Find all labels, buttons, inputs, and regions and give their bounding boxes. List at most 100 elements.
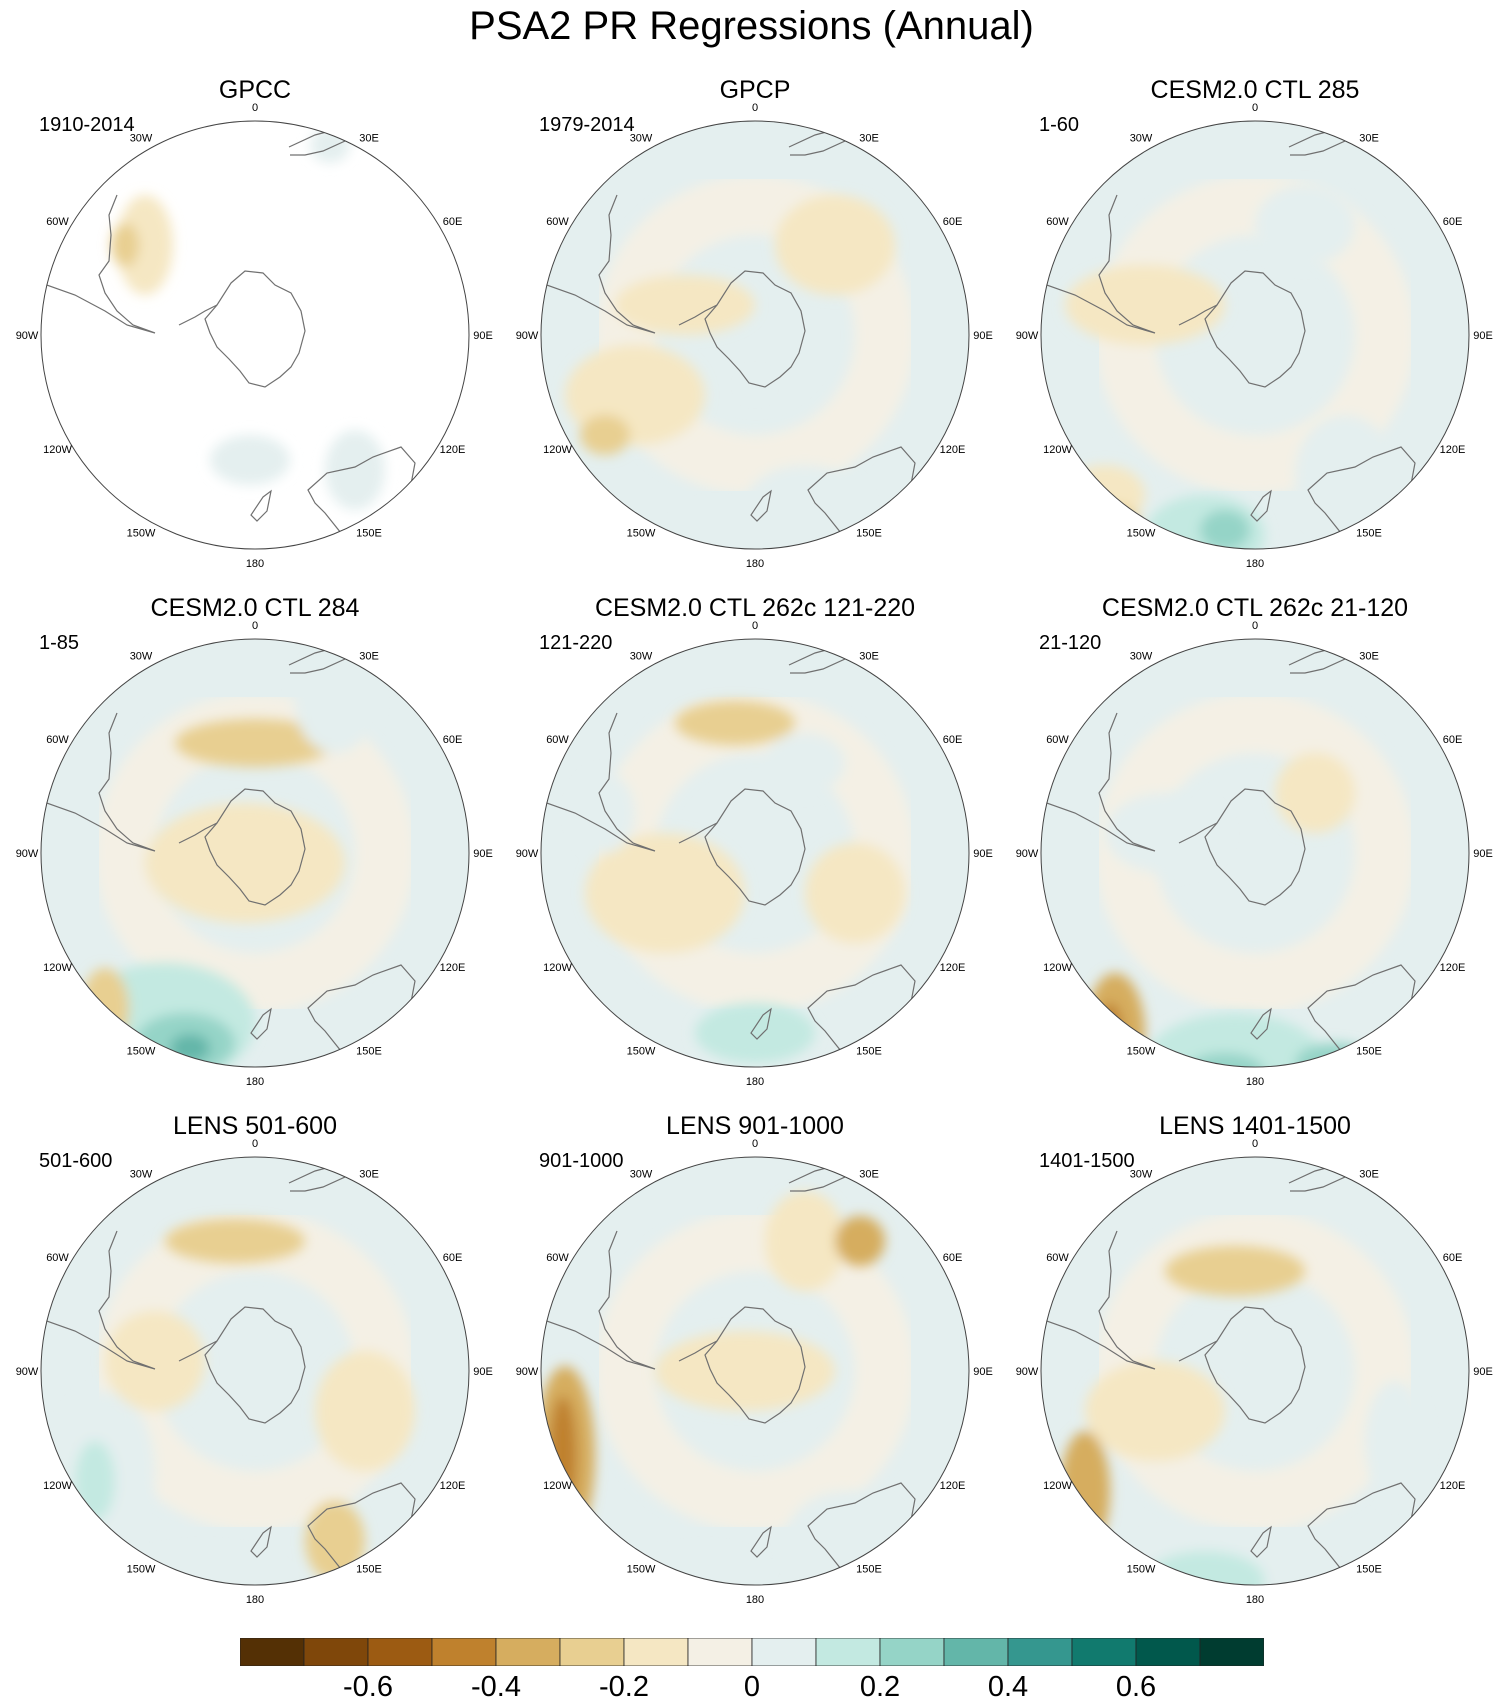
longitude-label: 0	[752, 1138, 758, 1150]
regression-anomaly	[745, 465, 865, 545]
map-panel: CESM2.0 CTL 262c 121-220 0 30E 60E 90E 120E 15…	[505, 593, 1005, 1093]
map-border	[40, 1156, 470, 1586]
longitude-label: 150W	[127, 1564, 156, 1576]
regression-anomaly	[81, 968, 129, 1048]
longitude-label: 150E	[1356, 1046, 1382, 1058]
longitude-label: 60W	[46, 216, 69, 228]
longitude-label: 60W	[46, 734, 69, 746]
regression-anomaly	[315, 1351, 415, 1471]
longitude-label: 150E	[356, 528, 382, 540]
longitude-label: 30W	[1130, 1169, 1153, 1181]
colorbar-swatch	[495, 1637, 561, 1667]
peninsula-coastline	[678, 304, 718, 326]
map-border	[40, 638, 470, 1068]
map-panel: CESM2.0 CTL 285 0 30E 60E 90E 120E 150E 180 150W…	[1005, 75, 1503, 575]
longitude-label: 180	[1246, 1594, 1264, 1606]
map-panel: GPCC 0 30E 60E 90E 120E 150E 180 150W 120W 90W 60W 3…	[5, 75, 505, 575]
map-panel: CESM2.0 CTL 284 0 30E 60E 90E 120E 150E 180 150W…	[5, 593, 505, 1093]
antarctica-coastline	[704, 270, 806, 388]
regression-anomaly	[165, 1219, 305, 1263]
colorbar-swatch	[687, 1637, 753, 1667]
longitude-label: 120W	[543, 962, 572, 974]
longitude-label: 30W	[630, 1169, 653, 1181]
longitude-label: 150W	[1127, 528, 1156, 540]
field-band	[595, 175, 915, 495]
longitude-label: 120E	[1440, 444, 1466, 456]
longitude-label: 90E	[973, 848, 993, 860]
regression-anomaly	[175, 719, 335, 767]
longitude-label: 150W	[1127, 1564, 1156, 1576]
longitude-label: 120E	[940, 1480, 966, 1492]
longitude-label: 150E	[1356, 528, 1382, 540]
antarctica-coastline	[204, 788, 306, 906]
figure-title: PSA2 PR Regressions (Annual)	[469, 4, 1034, 48]
panel-title: CESM2.0 CTL 262c 21-120	[1101, 594, 1409, 622]
peninsula-coastline	[1178, 1340, 1218, 1362]
polar-stereographic-map: 0 30E 60E 90E 120E 150E 180 150W 120W 90W 60W 30W	[1016, 1138, 1493, 1606]
regression-anomaly	[1085, 973, 1145, 1067]
longitude-label: 180	[246, 558, 264, 570]
longitude-label: 0	[752, 102, 758, 114]
colorbar	[239, 1637, 1265, 1667]
longitude-label: 180	[746, 1594, 764, 1606]
period-label: 1979-2014	[539, 114, 635, 136]
colorbar-swatch	[751, 1637, 817, 1667]
peninsula-coastline	[178, 1340, 218, 1362]
longitude-label: 60E	[943, 1252, 963, 1264]
longitude-label: 120E	[440, 1480, 466, 1492]
period-label: 121-220	[539, 632, 613, 654]
longitude-label: 0	[1252, 1138, 1258, 1150]
longitude-label: 90W	[1016, 330, 1039, 342]
new-zealand-coastline	[250, 489, 272, 522]
longitude-label: 120E	[440, 962, 466, 974]
regression-anomaly	[145, 803, 345, 923]
map-border	[540, 638, 970, 1068]
south-america-coastline	[541, 1230, 656, 1370]
regression-anomaly	[695, 1003, 815, 1063]
regression-anomaly	[305, 1501, 365, 1581]
period-label: 1910-2014	[39, 114, 135, 136]
colorbar-tick-label: 0.2	[859, 1671, 901, 1703]
longitude-label: 30W	[630, 133, 653, 145]
colorbar-swatch	[1007, 1637, 1073, 1667]
longitude-label: 120E	[1440, 962, 1466, 974]
new-zealand-coastline	[1250, 1525, 1272, 1558]
longitude-label: 180	[746, 558, 764, 570]
polar-stereographic-map: 0 30E 60E 90E 120E 150E 180 150W 120W 90W 60W 30W	[16, 102, 493, 570]
antarctica-coastline	[204, 1306, 306, 1424]
regression-anomaly	[585, 833, 745, 953]
longitude-label: 60E	[443, 1252, 463, 1264]
longitude-label: 60W	[546, 734, 569, 746]
south-america-coastline	[41, 712, 156, 852]
new-zealand-coastline	[750, 1525, 772, 1558]
south-america-coastline	[541, 712, 656, 852]
regression-anomaly	[111, 223, 139, 267]
longitude-label: 180	[1246, 1076, 1264, 1088]
new-zealand-coastline	[750, 489, 772, 522]
longitude-label: 0	[252, 102, 258, 114]
colorbar-tick-label: 0.4	[987, 1671, 1029, 1703]
regression-anomaly	[1295, 415, 1395, 535]
longitude-label: 90E	[473, 1366, 493, 1378]
longitude-label: 30W	[130, 133, 153, 145]
new-zealand-coastline	[1250, 489, 1272, 522]
colorbar-svg	[239, 1637, 1265, 1667]
south-america-coastline	[541, 194, 656, 334]
longitude-label: 0	[252, 620, 258, 632]
longitude-label: 30E	[1359, 651, 1379, 663]
longitude-label: 120E	[940, 962, 966, 974]
longitude-label: 120W	[1043, 1480, 1072, 1492]
regression-anomaly	[765, 1191, 845, 1291]
panel-title: CESM2.0 CTL 285	[1150, 76, 1360, 104]
map-panel: GPCP 0 30E 60E 90E 120E 150E 180 150W 120W 90W 60W 3…	[505, 75, 1005, 575]
longitude-label: 150E	[856, 1046, 882, 1058]
longitude-label: 90W	[16, 1366, 39, 1378]
panel-title: CESM2.0 CTL 262c 121-220	[594, 594, 916, 622]
longitude-label: 30E	[359, 133, 379, 145]
peninsula-coastline	[178, 304, 218, 326]
new-zealand-coastline	[250, 1525, 272, 1558]
antarctica-coastline	[704, 788, 806, 906]
longitude-label: 120W	[543, 1480, 572, 1492]
regression-anomaly	[655, 1331, 835, 1411]
longitude-label: 180	[1246, 558, 1264, 570]
